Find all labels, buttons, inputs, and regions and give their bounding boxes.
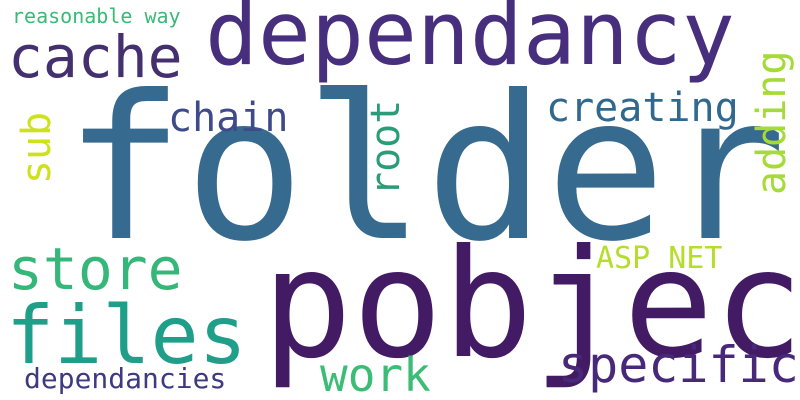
- word-dependancy: dependancy: [205, 0, 735, 85]
- word-chain: chain: [168, 95, 289, 141]
- word-folder: folder: [64, 53, 787, 286]
- word-adding: adding: [749, 50, 795, 196]
- word-work: work: [320, 348, 431, 400]
- word-sub: sub: [14, 111, 60, 185]
- word-files: files: [6, 289, 247, 382]
- word-reasonable-way: reasonable way: [12, 4, 181, 28]
- word-cache: cache: [8, 23, 183, 91]
- word-root: root: [363, 99, 409, 196]
- word-asp-net: ASP NET: [596, 241, 723, 276]
- word-creating: creating: [546, 85, 739, 131]
- word-dependancies: dependancies: [24, 362, 227, 395]
- word-specific: specific: [558, 336, 799, 394]
- word-pobject: pobject: [262, 218, 800, 392]
- word-store: store: [8, 235, 183, 303]
